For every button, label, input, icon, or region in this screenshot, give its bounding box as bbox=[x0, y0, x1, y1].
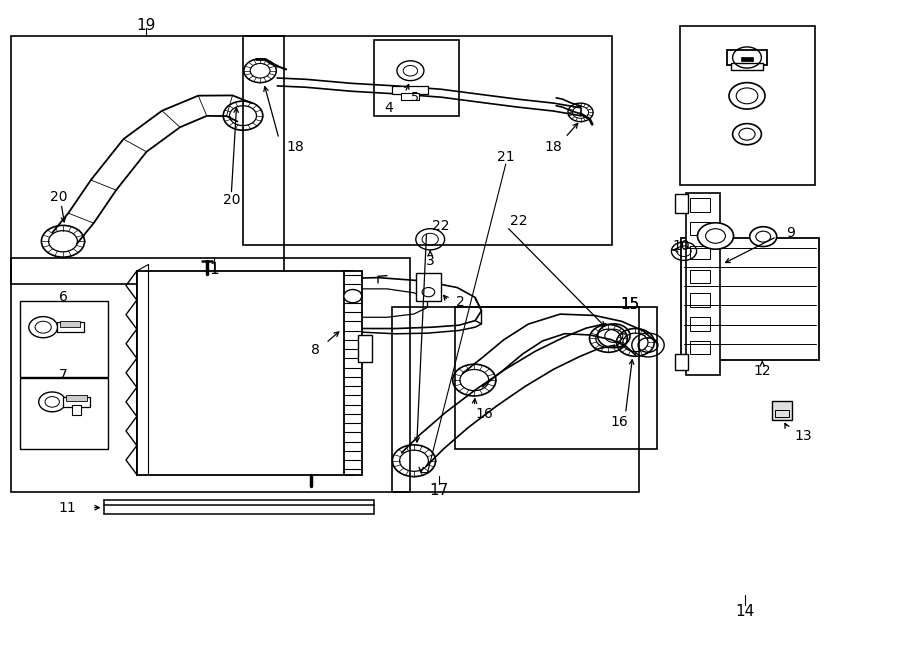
Circle shape bbox=[698, 223, 733, 249]
Text: 15: 15 bbox=[620, 297, 640, 311]
Text: 16: 16 bbox=[610, 414, 628, 429]
Bar bbox=[690, 198, 710, 212]
Text: 22: 22 bbox=[432, 219, 450, 233]
Text: 12: 12 bbox=[753, 364, 771, 379]
Text: 10: 10 bbox=[672, 239, 690, 253]
Bar bbox=[681, 238, 819, 360]
Text: 22: 22 bbox=[509, 214, 527, 229]
Text: 13: 13 bbox=[795, 429, 813, 444]
Bar bbox=[392, 86, 428, 94]
Bar bbox=[775, 410, 789, 417]
Text: 7: 7 bbox=[58, 368, 68, 383]
Bar bbox=[690, 246, 710, 259]
Bar bbox=[416, 273, 441, 301]
Text: 14: 14 bbox=[735, 604, 755, 619]
Bar bbox=[727, 50, 767, 65]
Text: 2: 2 bbox=[456, 295, 465, 309]
Text: 16: 16 bbox=[475, 407, 493, 422]
Bar bbox=[72, 405, 81, 415]
Text: 15: 15 bbox=[620, 297, 640, 311]
Bar bbox=[690, 293, 710, 307]
Text: 4: 4 bbox=[384, 100, 393, 115]
Bar bbox=[675, 354, 688, 370]
Bar bbox=[690, 317, 710, 330]
Bar bbox=[66, 395, 87, 401]
Bar bbox=[137, 271, 353, 475]
Text: 1: 1 bbox=[210, 262, 219, 277]
Bar bbox=[400, 93, 418, 100]
Bar bbox=[690, 341, 710, 354]
Text: 6: 6 bbox=[58, 290, 68, 305]
Text: 21: 21 bbox=[497, 150, 515, 165]
Bar bbox=[60, 321, 80, 327]
Text: 9: 9 bbox=[786, 226, 795, 241]
Bar bbox=[675, 194, 688, 213]
Bar bbox=[731, 63, 763, 70]
Bar bbox=[57, 322, 84, 332]
Bar bbox=[344, 271, 362, 475]
Bar bbox=[358, 335, 372, 362]
Text: 17: 17 bbox=[429, 483, 449, 498]
Text: 19: 19 bbox=[136, 18, 156, 32]
Bar bbox=[63, 397, 90, 407]
Text: 20: 20 bbox=[223, 192, 241, 207]
Text: 18: 18 bbox=[286, 139, 304, 154]
Text: 8: 8 bbox=[310, 342, 320, 357]
Circle shape bbox=[344, 290, 362, 303]
Text: 5: 5 bbox=[411, 91, 419, 104]
Bar bbox=[772, 401, 792, 420]
Text: 3: 3 bbox=[426, 254, 435, 268]
Bar bbox=[741, 57, 753, 61]
Text: 11: 11 bbox=[58, 500, 76, 515]
Bar bbox=[690, 270, 710, 283]
Circle shape bbox=[750, 227, 777, 247]
Bar bbox=[686, 193, 720, 375]
Text: 18: 18 bbox=[544, 139, 562, 154]
Text: 20: 20 bbox=[50, 190, 68, 204]
Bar bbox=[690, 222, 710, 235]
